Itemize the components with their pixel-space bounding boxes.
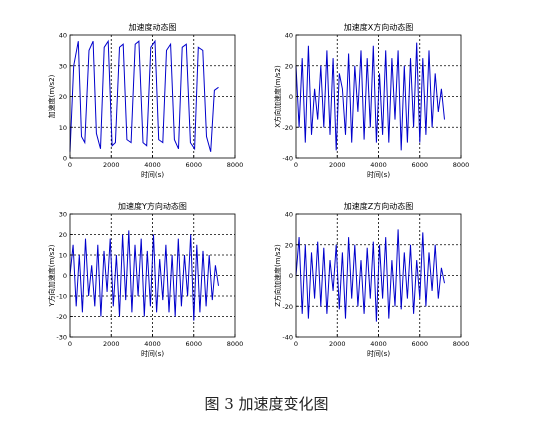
y-tick-label: 0 [63,155,67,163]
series-line [295,229,445,322]
x-tick-label: 8000 [453,161,470,169]
y-tick-label: -20 [282,303,293,311]
x-tick-label: 0 [294,161,298,169]
chart-y-direction: 0 2000 4000 6000 8000 -30 -20 -10 0 10 20 30 加速度Y方向动… [47,201,243,358]
x-tick-label: 2000 [329,340,346,348]
y-axis-label: Y方向加速度(m/s2) [47,244,56,307]
x-tick-label: 4000 [144,161,161,169]
y-tick-label: 10 [59,124,67,132]
y-tick-label: 0 [289,93,293,101]
x-tick-label: 4000 [370,340,387,348]
y-tick-label: 20 [285,62,293,70]
x-tick-label: 6000 [411,161,428,169]
x-axis-label: 时间(s) [367,170,390,179]
y-tick-label: 30 [59,62,67,70]
y-tick-label: 20 [285,241,293,249]
figure: 0 2000 4000 6000 8000010203040加速度动态图时间(s)加速度… [47,22,469,358]
x-axis-label: 时间(s) [141,170,164,179]
x-tick-label: 8000 [227,340,244,348]
chart-title: 加速度Z方向动态图 [344,201,413,211]
y-tick-label: 20 [59,231,67,239]
y-axis-label: Z方向加速度(m/s2) [273,244,282,307]
y-axis-label: 加速度(m/s2) [47,74,56,118]
y-tick-label: -20 [56,313,67,321]
y-tick-label: -20 [282,124,293,132]
y-tick-label: 0 [63,272,67,280]
x-tick-label: 2000 [103,161,120,169]
x-tick-label: 2000 [103,340,120,348]
y-tick-label: 40 [285,32,293,40]
y-tick-label: 20 [59,93,67,101]
x-tick-label: 0 [68,340,72,348]
y-tick-label: 40 [285,211,293,219]
series-line [69,39,219,152]
y-tick-label: 0 [289,272,293,280]
y-tick-label: -40 [282,334,293,342]
y-tick-label: 40 [59,32,67,40]
y-tick-label: 10 [59,252,67,260]
chart-z-direction: 0 2000 4000 6000 8000 -40 -20 0 20 40 加速度Z方向动态图时间(… [273,201,469,358]
chart-title: 加速度动态图 [129,22,177,32]
x-tick-label: 8000 [453,340,470,348]
y-axis-label: X方向加速度(m/s2) [273,65,282,128]
x-tick-label: 8000 [227,161,244,169]
chart-title: 加速度X方向动态图 [344,22,413,32]
series-line [69,230,219,321]
x-tick-label: 4000 [370,161,387,169]
series-line [295,42,445,151]
x-tick-label: 6000 [185,340,202,348]
x-axis-label: 时间(s) [141,349,164,358]
x-tick-label: 6000 [185,161,202,169]
x-axis-label: 时间(s) [367,349,390,358]
x-tick-label: 6000 [411,340,428,348]
y-tick-label: -10 [56,293,67,301]
chart-title: 加速度Y方向动态图 [118,201,187,211]
x-tick-label: 4000 [144,340,161,348]
y-tick-label: -30 [56,334,67,342]
x-tick-label: 0 [68,161,72,169]
figure-caption: 图 3 加速度变化图 [204,395,329,413]
x-tick-label: 2000 [329,161,346,169]
y-tick-label: 30 [59,211,67,219]
y-tick-label: -40 [282,155,293,163]
chart-x-direction: 0 2000 4000 6000 8000 -40 -20 0 20 40 加速度X方向动态图时间(… [273,22,469,179]
x-tick-label: 0 [294,340,298,348]
